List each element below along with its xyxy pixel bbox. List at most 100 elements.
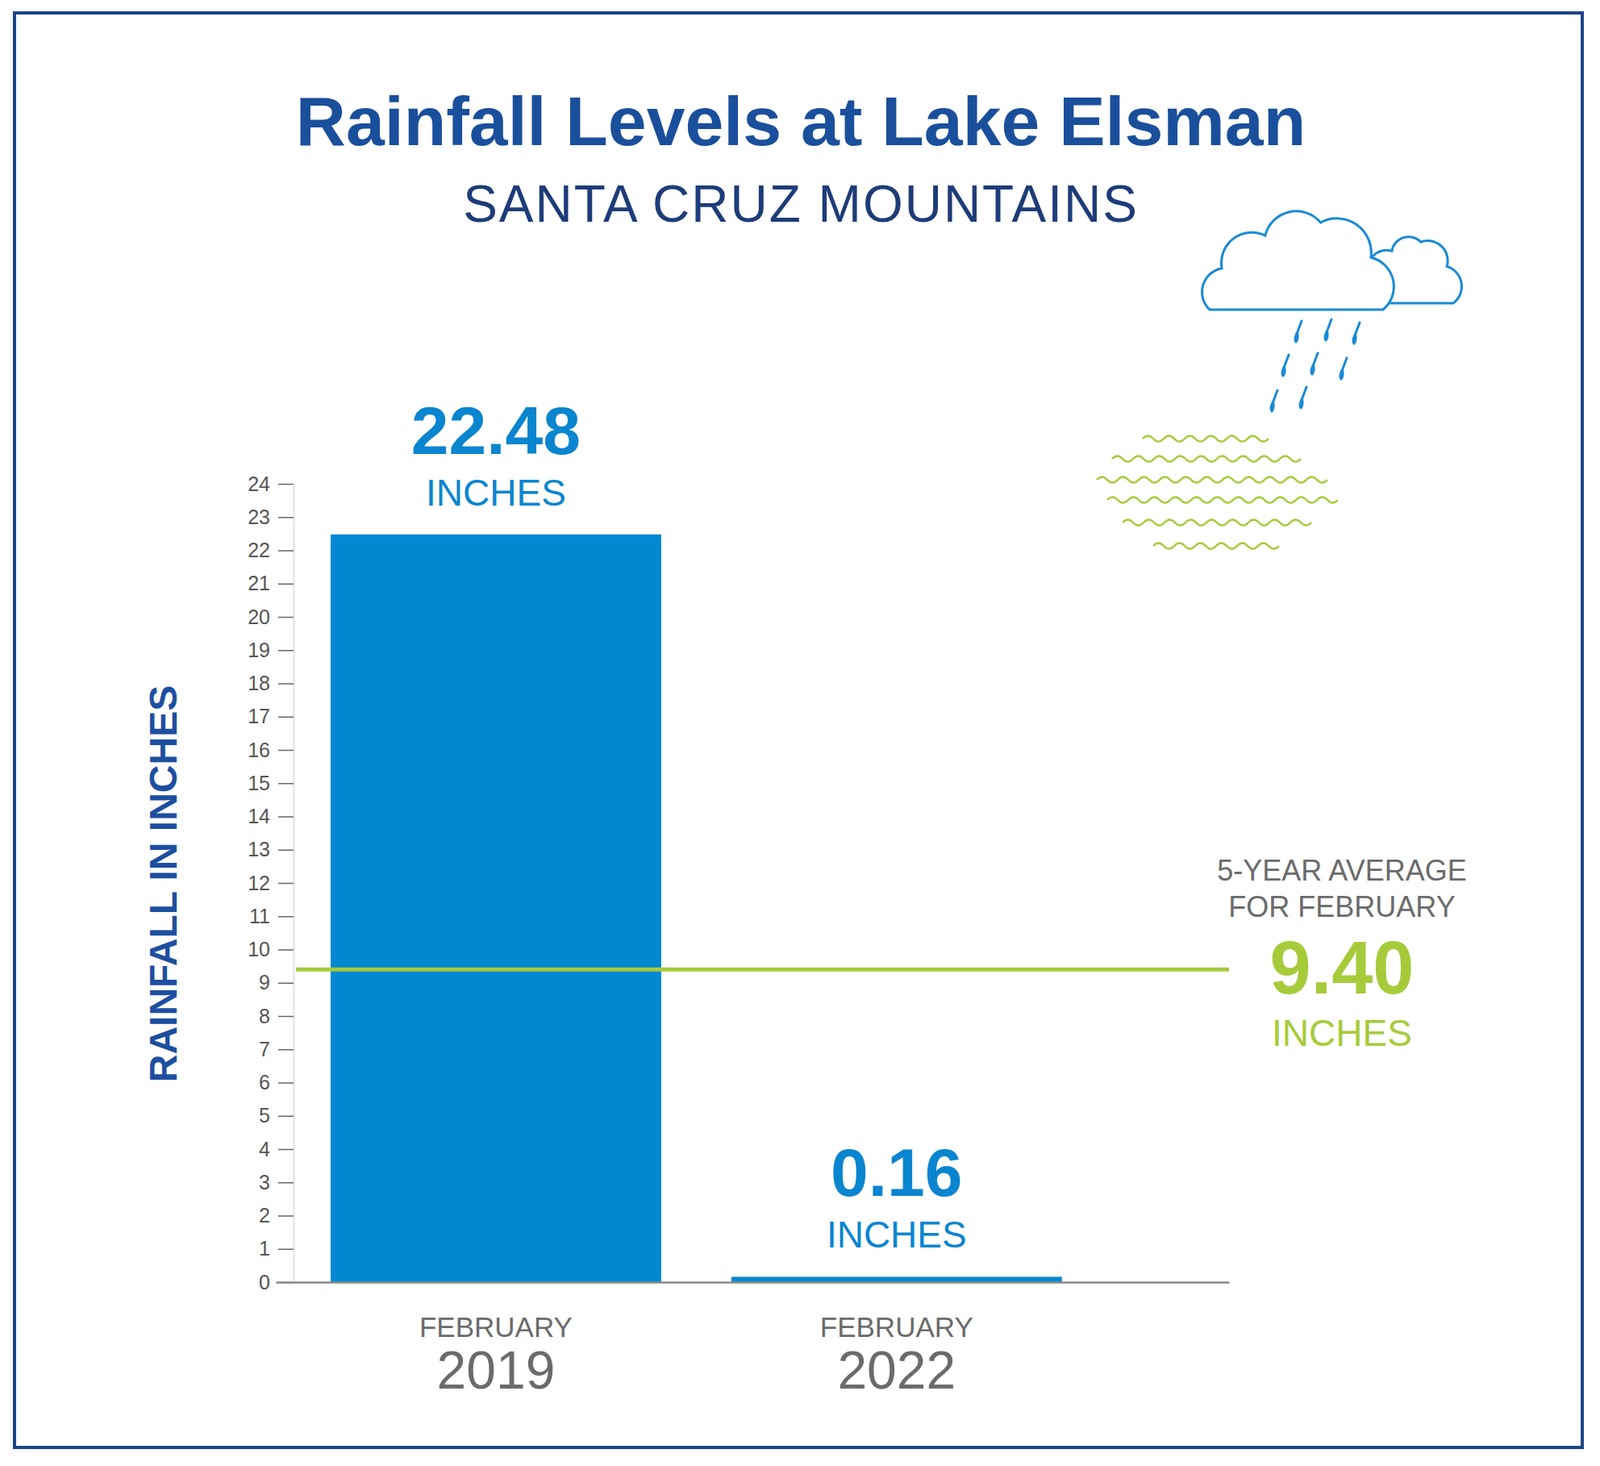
y-tick-label: 12 xyxy=(247,871,271,895)
y-tick-label: 5 xyxy=(258,1104,271,1127)
y-tick: 20 xyxy=(247,605,294,629)
y-tick: 23 xyxy=(247,505,294,529)
y-tick: 16 xyxy=(247,738,294,762)
y-tick-mark xyxy=(278,650,294,652)
data-labels: 22.48INCHES0.16INCHES xyxy=(411,392,967,1257)
x-tick-label-line: 2019 xyxy=(437,1340,556,1400)
rain-drop xyxy=(1339,369,1345,381)
rain-streak xyxy=(1283,354,1289,368)
y-tick: 22 xyxy=(247,538,294,562)
y-tick-label: 23 xyxy=(247,505,271,529)
x-axis: FEBRUARY2019FEBRUARY2022 xyxy=(276,1282,1230,1400)
x-axis-line xyxy=(276,1281,1230,1284)
y-tick-mark xyxy=(278,1116,294,1118)
x-tick-label-line: 2022 xyxy=(837,1340,956,1400)
rain-drop xyxy=(1310,364,1316,376)
y-axis: 0123456789101112131415161718192021222324 xyxy=(247,472,294,1294)
rain-streak xyxy=(1312,353,1318,367)
y-tick: 24 xyxy=(247,472,294,496)
data-label-unit: INCHES xyxy=(826,1213,967,1256)
y-tick-mark xyxy=(278,1149,294,1151)
y-tick-mark xyxy=(278,983,294,985)
y-tick: 19 xyxy=(247,638,294,662)
subtitle: SANTA CRUZ MOUNTAINS xyxy=(462,175,1139,234)
y-tick-label: 7 xyxy=(258,1037,271,1061)
y-tick-label: 17 xyxy=(247,704,271,728)
y-tick: 18 xyxy=(247,671,294,695)
data-label-value: 0.16 xyxy=(830,1134,963,1211)
x-tick-label: FEBRUARY2019 xyxy=(419,1311,573,1400)
rain-streak xyxy=(1272,390,1278,404)
y-tick-mark xyxy=(278,516,294,519)
wave-line xyxy=(1096,477,1328,484)
rain-streak xyxy=(1341,358,1347,371)
y-tick-label: 18 xyxy=(247,671,271,695)
frame xyxy=(14,12,1583,1448)
y-tick: 15 xyxy=(247,771,294,795)
y-tick-mark xyxy=(278,483,294,486)
y-tick: 4 xyxy=(258,1137,294,1161)
y-tick-mark xyxy=(278,783,294,785)
chart-root: Rainfall Levels at Lake Elsman SANTA CRUZ… xyxy=(0,0,1600,1466)
y-tick: 9 xyxy=(258,970,294,994)
y-tick: 14 xyxy=(247,804,294,828)
y-tick-mark xyxy=(278,683,294,685)
reference-line xyxy=(295,967,1230,972)
x-tick-label-line: FEBRUARY xyxy=(419,1311,573,1343)
wave-line xyxy=(1142,436,1269,442)
x-tick-label-line: FEBRUARY xyxy=(820,1311,974,1343)
y-tick-label: 19 xyxy=(247,638,271,662)
y-tick-label: 14 xyxy=(247,804,271,828)
rain-drop xyxy=(1281,366,1287,378)
y-tick-label: 1 xyxy=(258,1237,271,1260)
y-tick-mark xyxy=(278,1016,294,1018)
y-tick-label: 10 xyxy=(247,937,271,961)
y-tick-label: 21 xyxy=(247,571,271,595)
y-tick-mark xyxy=(278,1215,294,1217)
y-tick-label: 9 xyxy=(258,970,271,994)
rain-drop xyxy=(1294,332,1300,344)
y-tick-mark xyxy=(278,550,294,552)
y-tick-label: 13 xyxy=(247,837,271,861)
y-tick: 2 xyxy=(258,1204,294,1227)
title: Rainfall Levels at Lake Elsman xyxy=(295,82,1306,160)
data-label-unit: INCHES xyxy=(425,471,567,514)
y-tick-mark xyxy=(278,1182,294,1184)
y-tick: 13 xyxy=(247,837,294,861)
rain-drop xyxy=(1270,401,1275,413)
plot-area xyxy=(295,534,1230,1283)
y-tick: 6 xyxy=(258,1070,294,1094)
rain-streak xyxy=(1296,320,1302,334)
x-tick: FEBRUARY2022 xyxy=(820,1282,974,1400)
rain-drop xyxy=(1324,330,1330,342)
y-tick: 5 xyxy=(258,1104,294,1127)
y-tick-mark xyxy=(278,850,294,852)
y-tick-mark xyxy=(278,616,294,619)
y-tick: 11 xyxy=(249,904,294,928)
bar xyxy=(731,1276,1063,1283)
y-tick-mark xyxy=(278,1082,294,1084)
data-label-value: 22.48 xyxy=(411,392,581,469)
wave-line xyxy=(1122,520,1312,526)
reference-value: 9.40INCHES xyxy=(1269,926,1414,1055)
y-tick-mark xyxy=(278,750,294,752)
x-tick: FEBRUARY2019 xyxy=(419,1282,573,1400)
y-tick-label: 0 xyxy=(258,1270,271,1294)
y-tick: 21 xyxy=(247,571,294,595)
y-tick-label: 24 xyxy=(247,472,271,496)
y-tick: 1 xyxy=(258,1237,294,1260)
reference-caption: 5-YEAR AVERAGE xyxy=(1216,854,1467,888)
y-tick: 3 xyxy=(258,1170,294,1194)
reference-value-number: 9.40 xyxy=(1269,926,1414,1009)
y-tick-mark xyxy=(278,1249,294,1251)
wave-line xyxy=(1153,543,1280,550)
y-tick-label: 2 xyxy=(258,1204,271,1227)
y-tick-label: 22 xyxy=(247,538,271,562)
data-label: 22.48INCHES xyxy=(411,392,581,514)
y-tick-label: 15 xyxy=(247,771,271,795)
y-tick-label: 4 xyxy=(258,1137,271,1161)
y-tick: 12 xyxy=(247,871,294,895)
cloud-front xyxy=(1202,211,1395,310)
bar xyxy=(330,534,662,1283)
rain-streak xyxy=(1301,387,1307,400)
